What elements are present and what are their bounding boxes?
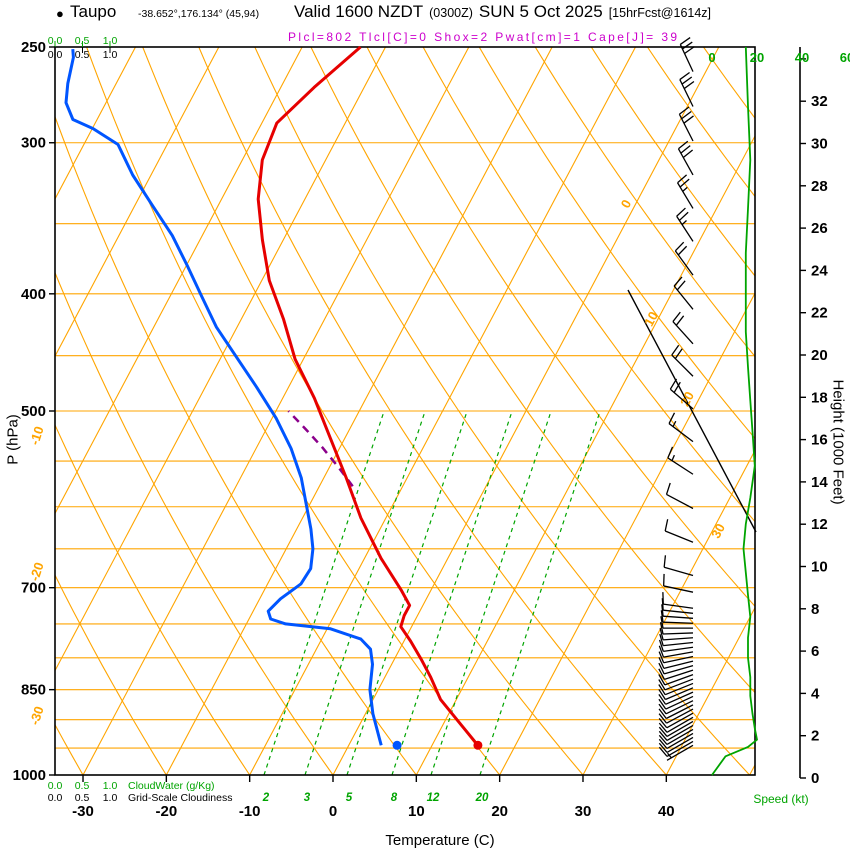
svg-text:300: 300 bbox=[21, 135, 46, 152]
svg-text:400: 400 bbox=[21, 286, 46, 303]
svg-text:-30: -30 bbox=[72, 803, 94, 820]
svg-text:700: 700 bbox=[21, 580, 46, 597]
svg-text:6: 6 bbox=[811, 643, 819, 660]
svg-text:40: 40 bbox=[658, 803, 675, 820]
svg-text:850: 850 bbox=[21, 682, 46, 699]
svg-text:30: 30 bbox=[575, 803, 592, 820]
svg-text:20: 20 bbox=[750, 50, 764, 65]
svg-text:-10: -10 bbox=[239, 803, 261, 820]
svg-text:30: 30 bbox=[811, 136, 828, 153]
svg-text:8: 8 bbox=[811, 601, 819, 618]
svg-text:60: 60 bbox=[840, 50, 850, 65]
svg-text:28: 28 bbox=[811, 178, 828, 195]
svg-text:-20: -20 bbox=[155, 803, 177, 820]
svg-text:-20: -20 bbox=[27, 560, 47, 583]
svg-text:1000: 1000 bbox=[13, 767, 46, 784]
svg-text:10: 10 bbox=[811, 559, 828, 576]
svg-text:20: 20 bbox=[491, 803, 508, 820]
svg-text:26: 26 bbox=[811, 220, 828, 237]
svg-text:40: 40 bbox=[795, 50, 809, 65]
svg-text:8: 8 bbox=[391, 792, 398, 804]
svg-text:250: 250 bbox=[21, 39, 46, 56]
svg-text:500: 500 bbox=[21, 403, 46, 420]
svg-text:20: 20 bbox=[475, 792, 489, 804]
svg-text:0: 0 bbox=[708, 50, 715, 65]
svg-text:30: 30 bbox=[708, 521, 728, 541]
svg-text:-30: -30 bbox=[27, 704, 47, 727]
svg-text:24: 24 bbox=[811, 262, 828, 279]
svg-text:32: 32 bbox=[811, 93, 828, 110]
svg-text:0: 0 bbox=[329, 803, 337, 820]
svg-text:10: 10 bbox=[408, 803, 425, 820]
svg-text:20: 20 bbox=[811, 347, 828, 364]
svg-text:12: 12 bbox=[427, 792, 440, 804]
svg-text:10: 10 bbox=[641, 309, 661, 329]
svg-text:22: 22 bbox=[811, 305, 828, 322]
svg-text:-10: -10 bbox=[27, 424, 47, 447]
svg-text:2: 2 bbox=[262, 792, 270, 804]
svg-text:20: 20 bbox=[677, 389, 697, 409]
svg-text:0: 0 bbox=[811, 770, 819, 787]
svg-text:5: 5 bbox=[346, 792, 353, 804]
svg-text:14: 14 bbox=[811, 474, 828, 491]
svg-text:3: 3 bbox=[304, 792, 311, 804]
svg-text:4: 4 bbox=[811, 685, 820, 702]
svg-text:16: 16 bbox=[811, 432, 828, 449]
svg-text:2: 2 bbox=[811, 728, 819, 745]
svg-text:18: 18 bbox=[811, 389, 828, 406]
svg-text:0: 0 bbox=[618, 197, 635, 210]
svg-text:12: 12 bbox=[811, 516, 828, 533]
